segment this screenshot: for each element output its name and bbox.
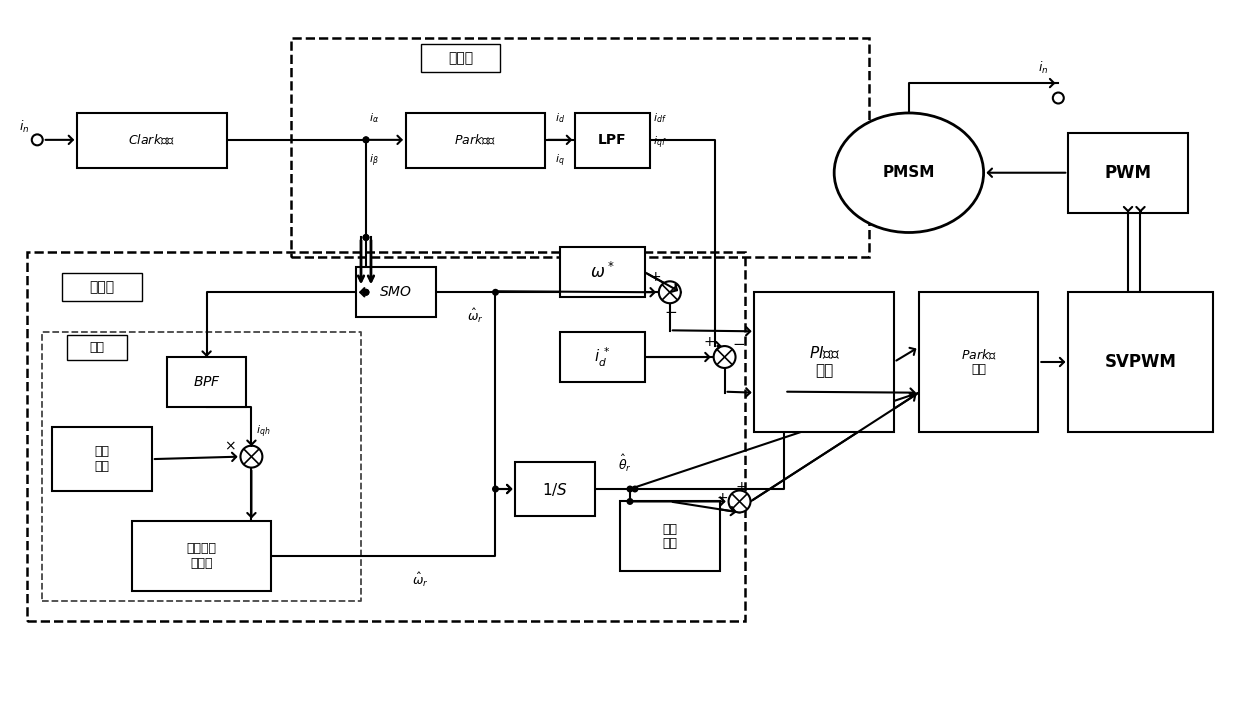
Bar bbox=[77, 113, 227, 168]
Circle shape bbox=[362, 136, 370, 144]
Text: $i_{\beta}$: $i_{\beta}$ bbox=[370, 153, 378, 169]
Text: $\hat{\theta}_r$: $\hat{\theta}_r$ bbox=[618, 453, 632, 474]
Text: $+$: $+$ bbox=[703, 335, 714, 349]
Bar bbox=[1069, 292, 1213, 432]
Bar bbox=[1069, 133, 1188, 212]
Text: 位置信号: 位置信号 bbox=[186, 542, 217, 555]
Circle shape bbox=[362, 289, 370, 296]
Bar bbox=[754, 292, 894, 432]
Text: $i_{qf}$: $i_{qf}$ bbox=[653, 134, 667, 151]
Text: $\mathit{Park}$逆: $\mathit{Park}$逆 bbox=[961, 347, 997, 362]
Circle shape bbox=[241, 445, 263, 468]
Circle shape bbox=[362, 289, 370, 296]
Text: $\times$: $\times$ bbox=[223, 440, 236, 453]
Bar bbox=[67, 334, 126, 360]
Text: $\hat{\omega}_r$: $\hat{\omega}_r$ bbox=[467, 307, 484, 326]
Text: $\mathit{Park}$变换: $\mathit{Park}$变换 bbox=[454, 133, 497, 147]
Text: $-$: $-$ bbox=[665, 303, 677, 318]
Text: $\mathit{PI}$调节: $\mathit{PI}$调节 bbox=[808, 345, 839, 362]
Text: $i_d$: $i_d$ bbox=[556, 111, 565, 125]
Bar bbox=[575, 113, 650, 168]
Text: LPF: LPF bbox=[598, 134, 627, 147]
Bar bbox=[420, 44, 501, 72]
Circle shape bbox=[658, 282, 681, 303]
Bar bbox=[291, 38, 869, 258]
Text: $i_n$: $i_n$ bbox=[1038, 60, 1049, 77]
Bar bbox=[356, 267, 435, 317]
Circle shape bbox=[492, 289, 498, 296]
Text: 补偿: 补偿 bbox=[662, 537, 677, 550]
Text: $\mathit{Clark}$变换: $\mathit{Clark}$变换 bbox=[128, 133, 175, 147]
Text: PWM: PWM bbox=[1105, 164, 1152, 182]
Circle shape bbox=[1053, 92, 1064, 103]
Text: $i_d^{\,*}$: $i_d^{\,*}$ bbox=[594, 345, 610, 369]
Circle shape bbox=[626, 485, 634, 492]
Text: PMSM: PMSM bbox=[883, 165, 935, 180]
Bar bbox=[560, 332, 645, 382]
Text: $i_q$: $i_q$ bbox=[556, 153, 565, 169]
Text: $i_{df}$: $i_{df}$ bbox=[653, 111, 667, 125]
Circle shape bbox=[362, 234, 370, 241]
Text: $\mathit{SMO}$: $\mathit{SMO}$ bbox=[379, 285, 413, 299]
Bar bbox=[62, 274, 141, 301]
Text: $+$: $+$ bbox=[735, 479, 748, 494]
Bar bbox=[42, 332, 361, 601]
Bar bbox=[405, 113, 546, 168]
Bar bbox=[620, 502, 719, 571]
Text: $i_{qh}$: $i_{qh}$ bbox=[257, 424, 270, 440]
Text: $+$: $+$ bbox=[715, 492, 728, 505]
Bar bbox=[52, 427, 151, 492]
Bar bbox=[27, 253, 744, 621]
Text: 调制: 调制 bbox=[94, 445, 109, 458]
Text: $\mathit{1/S}$: $\mathit{1/S}$ bbox=[542, 481, 568, 497]
Text: $-$: $-$ bbox=[732, 334, 745, 349]
Bar bbox=[516, 461, 595, 516]
Bar bbox=[166, 357, 247, 406]
Bar bbox=[131, 521, 272, 591]
Circle shape bbox=[631, 485, 639, 492]
Text: $+$: $+$ bbox=[649, 270, 661, 284]
Text: $\omega^*$: $\omega^*$ bbox=[590, 262, 615, 282]
Circle shape bbox=[714, 346, 735, 368]
Text: 脉振: 脉振 bbox=[89, 341, 104, 354]
Text: $i_n$: $i_n$ bbox=[19, 119, 30, 135]
Text: 处理器: 处理器 bbox=[191, 557, 213, 570]
Bar bbox=[560, 248, 645, 297]
Text: 信号: 信号 bbox=[94, 460, 109, 473]
Circle shape bbox=[362, 136, 370, 144]
Circle shape bbox=[32, 134, 42, 145]
Circle shape bbox=[729, 490, 750, 513]
Text: $\hat{\omega}_r$: $\hat{\omega}_r$ bbox=[413, 571, 429, 589]
Text: 变换: 变换 bbox=[971, 362, 986, 375]
Circle shape bbox=[626, 498, 634, 505]
Text: $\mathit{BPF}$: $\mathit{BPF}$ bbox=[192, 375, 221, 389]
Circle shape bbox=[362, 234, 370, 241]
Circle shape bbox=[492, 485, 498, 492]
Text: $i_{\alpha}$: $i_{\alpha}$ bbox=[370, 111, 379, 125]
Bar bbox=[919, 292, 1038, 432]
Text: 环节: 环节 bbox=[815, 363, 833, 378]
Text: SVPWM: SVPWM bbox=[1105, 353, 1177, 371]
Text: 转速环: 转速环 bbox=[89, 280, 114, 295]
Text: 电流环: 电流环 bbox=[448, 51, 474, 65]
Text: 角度: 角度 bbox=[662, 523, 677, 536]
Ellipse shape bbox=[835, 113, 983, 232]
